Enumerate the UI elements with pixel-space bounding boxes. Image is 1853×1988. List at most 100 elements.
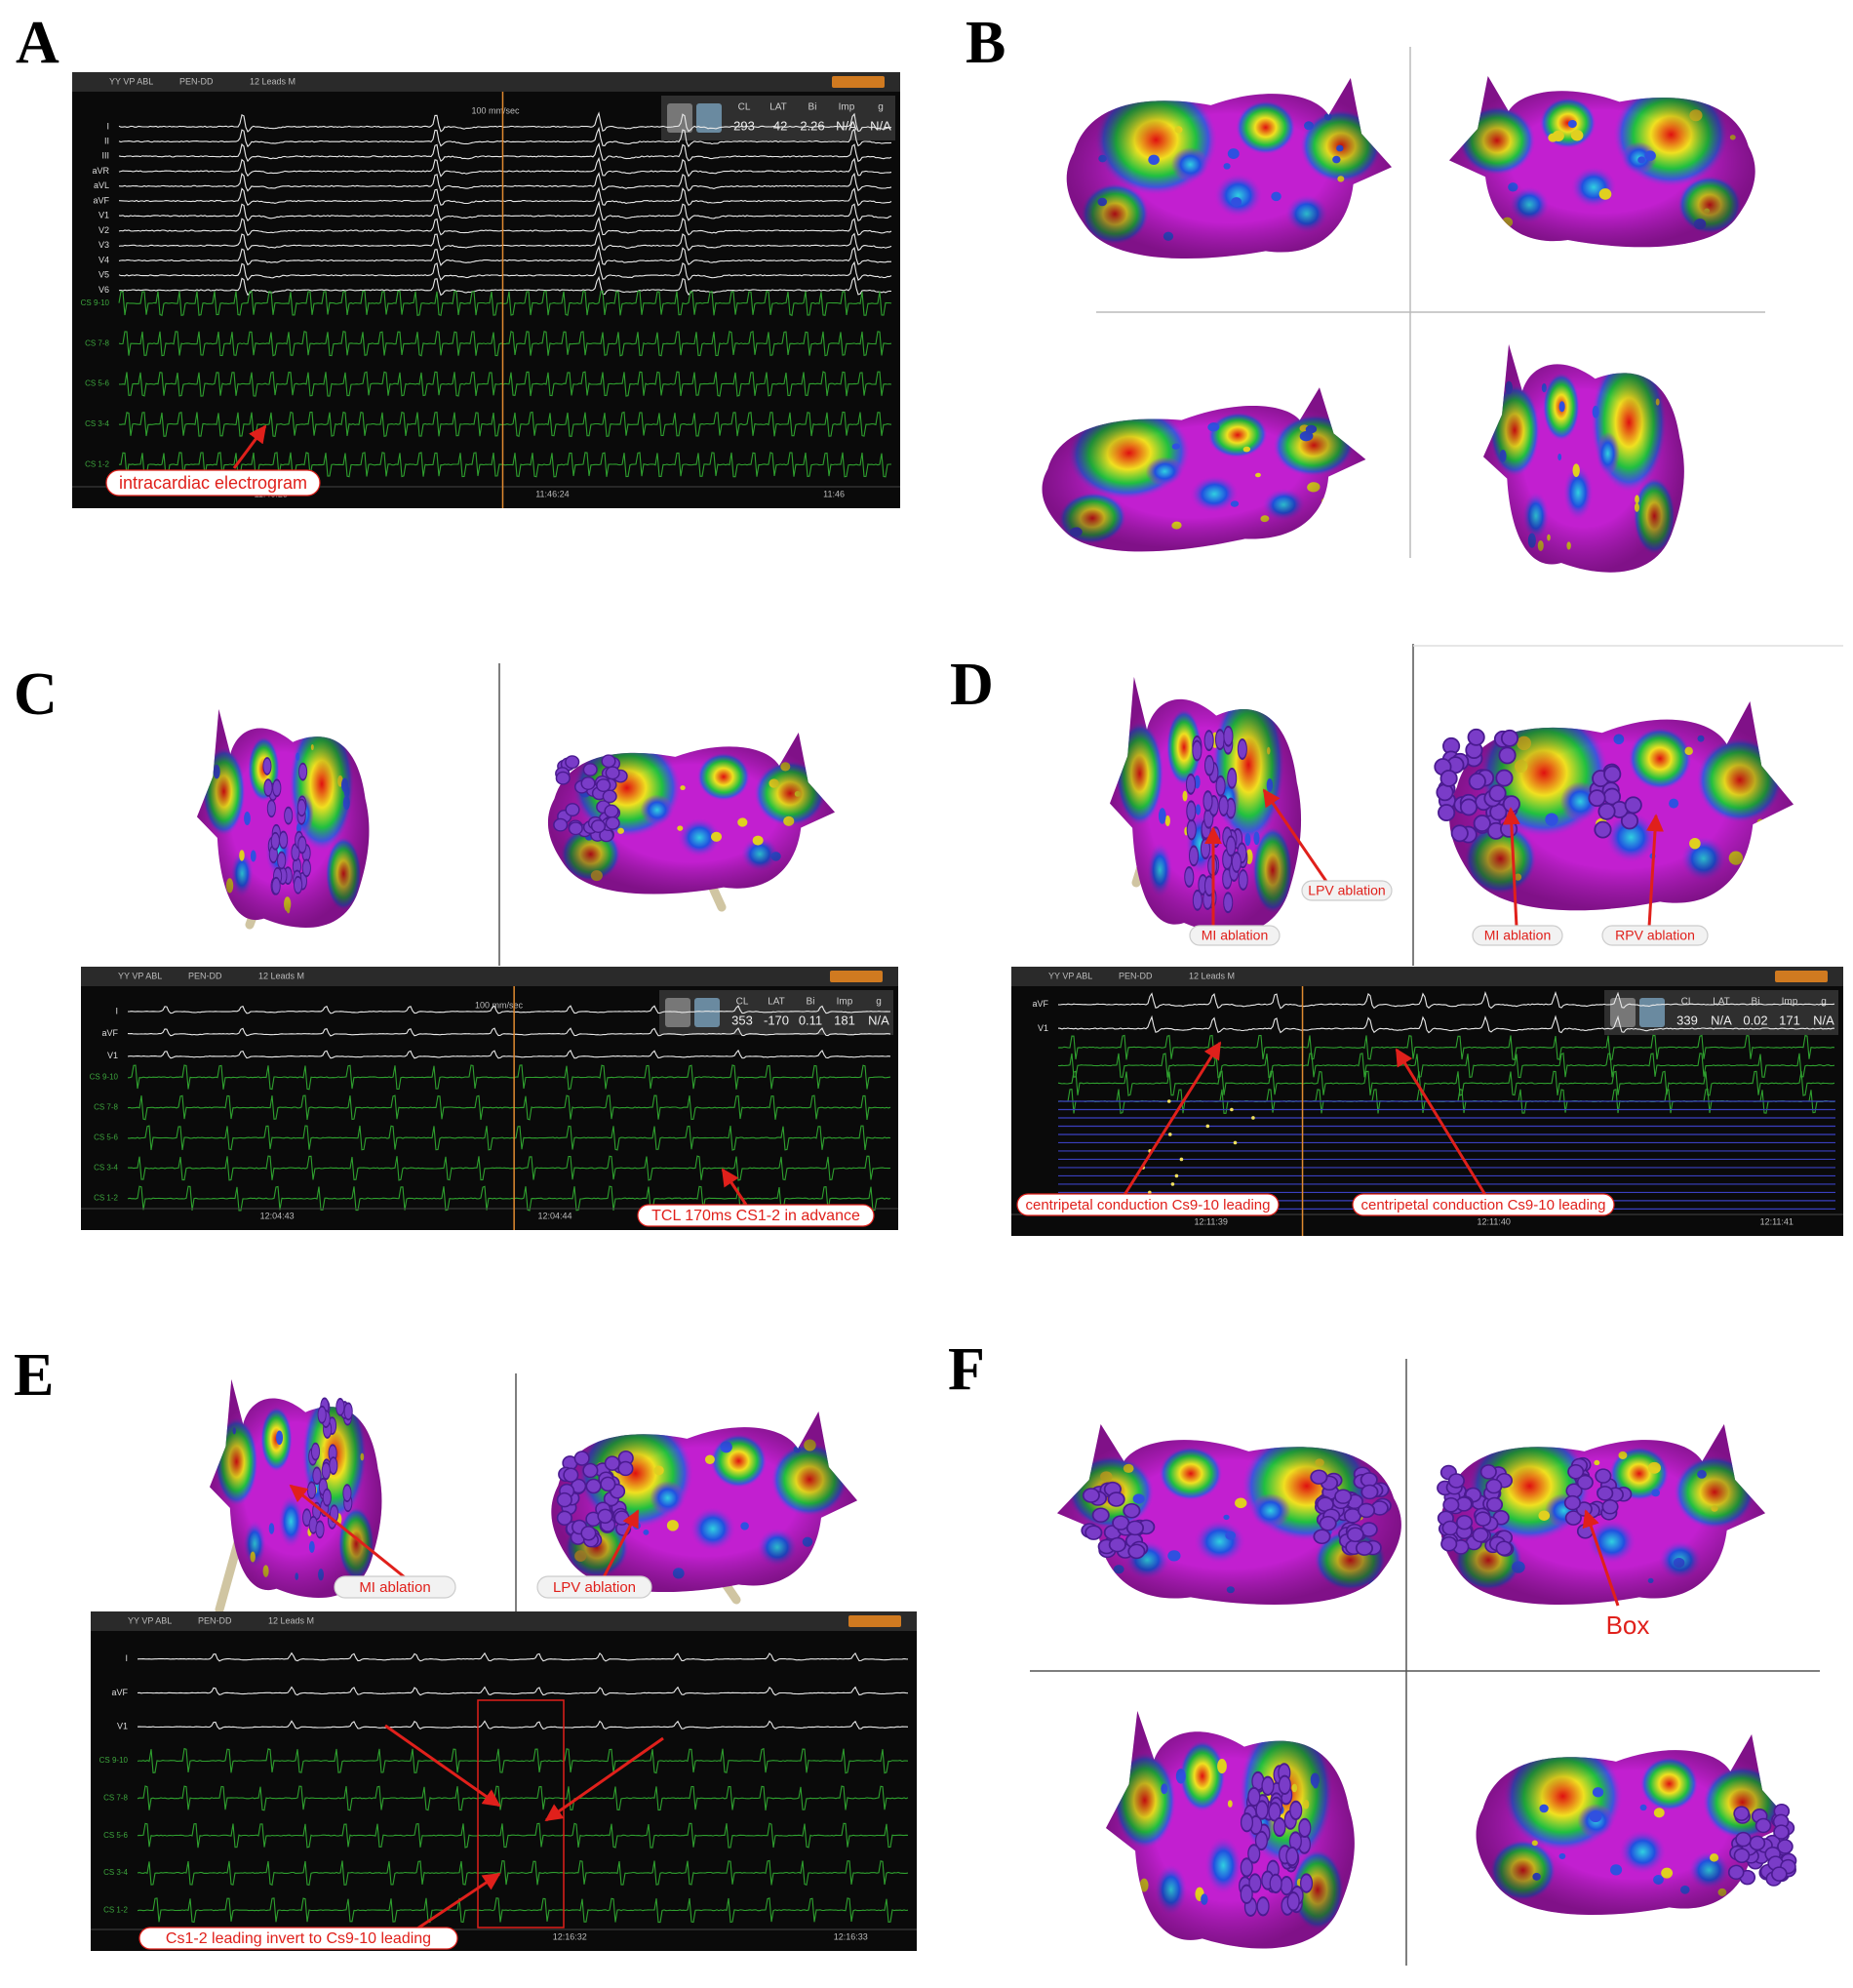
ablation-point xyxy=(1278,1774,1291,1795)
sweep-speed: 100 mm/sec xyxy=(475,1000,524,1010)
ablation-point xyxy=(1184,865,1195,888)
ablation-point xyxy=(1588,789,1606,808)
ablation-point xyxy=(617,1460,634,1477)
ablation-point xyxy=(1123,1503,1141,1519)
ablation-point xyxy=(1269,1873,1282,1894)
anatomy-map xyxy=(1106,1711,1355,1949)
time-label: 11:46 xyxy=(823,489,845,498)
ablation-point xyxy=(1601,1498,1619,1515)
ablation-point xyxy=(1248,1873,1262,1893)
map-shade xyxy=(1057,1424,1401,1606)
toolbar xyxy=(1011,967,1843,986)
ablation-point xyxy=(1438,804,1456,822)
activation-marker xyxy=(1167,1133,1172,1136)
ablation-point xyxy=(1576,1474,1594,1491)
signal-trace xyxy=(127,1094,891,1121)
ablation-point xyxy=(1223,892,1234,914)
annotation-bubble xyxy=(334,1575,456,1599)
ablation-point xyxy=(1082,1488,1100,1503)
ablation-point xyxy=(1360,1484,1379,1500)
readout-header: CL xyxy=(738,102,751,113)
panel-label: A xyxy=(16,10,59,76)
ablation-point xyxy=(601,754,616,769)
toolbar-button[interactable] xyxy=(832,76,885,88)
anatomy-map xyxy=(547,733,835,895)
ablation-point xyxy=(605,766,620,780)
cs-lead-label: CS 3-4 xyxy=(85,419,109,428)
readout-header: Bi xyxy=(1752,997,1760,1008)
ablation-point xyxy=(1440,1536,1458,1552)
lead-label: I xyxy=(125,1653,128,1663)
toolbar-button[interactable] xyxy=(848,1615,901,1627)
toolbar-button[interactable] xyxy=(1775,971,1828,982)
ablation-point xyxy=(563,1467,579,1483)
lead-label: aVR xyxy=(92,166,109,176)
ablation-point xyxy=(297,835,307,855)
annotation: intracardiac electrogram xyxy=(119,473,307,493)
readout-header: Imp xyxy=(839,102,855,113)
toolbar-label: YY VP ABL xyxy=(118,971,162,980)
ablation-point xyxy=(1108,1536,1126,1553)
lead-label: aVF xyxy=(93,195,109,205)
speck xyxy=(1456,1580,1469,1592)
cs-lead-label: CS 1-2 xyxy=(85,459,109,468)
ablation-point xyxy=(312,1466,322,1486)
ablation-point xyxy=(1231,851,1242,873)
ablation-point xyxy=(1773,1824,1790,1840)
ablation-point xyxy=(1777,1839,1794,1854)
ablation-point xyxy=(1624,796,1642,815)
readout-header: CL xyxy=(1681,997,1694,1008)
signal-trace xyxy=(118,141,892,163)
ablation-point xyxy=(573,1451,590,1466)
ablation-point xyxy=(1254,1830,1268,1851)
annotation: Box xyxy=(1606,1610,1650,1640)
ablation-point xyxy=(1218,795,1229,817)
ablation-point xyxy=(1357,1502,1376,1519)
ablation-point xyxy=(1597,1486,1614,1501)
lead-label: III xyxy=(101,151,109,161)
readout-header: g xyxy=(878,102,884,113)
lead-label: V1 xyxy=(1038,1023,1048,1033)
ablation-point xyxy=(1107,1491,1125,1507)
toolbar-label: 12 Leads M xyxy=(258,971,304,980)
readout-icon xyxy=(665,998,690,1027)
ablation-point xyxy=(1594,820,1612,839)
readout-value: 171 xyxy=(1779,1013,1800,1027)
toolbar-label: 12 Leads M xyxy=(250,76,296,86)
annotation: Cs1-2 leading invert to Cs9-10 leading xyxy=(166,1930,431,1947)
activation-marker xyxy=(1251,1116,1255,1120)
ablation-point xyxy=(1346,1527,1364,1542)
ablation-point xyxy=(1237,738,1247,760)
anatomy-map xyxy=(196,709,370,928)
annotation: centripetal conduction Cs9-10 leading xyxy=(1026,1197,1271,1213)
map-shade xyxy=(547,733,835,895)
ablation-point xyxy=(277,851,287,870)
arrow xyxy=(1262,788,1329,884)
ablation-point xyxy=(605,815,620,830)
toolbar-label: 12 Leads M xyxy=(1189,971,1235,980)
activation-marker xyxy=(1230,1107,1234,1112)
readout-icon xyxy=(696,103,722,133)
ablation-point xyxy=(580,1526,597,1541)
cs-lead-label: CS 3-4 xyxy=(103,1868,128,1877)
toolbar-button[interactable] xyxy=(830,971,883,982)
ablation-point xyxy=(1749,1835,1766,1851)
signal-trace xyxy=(127,1064,891,1091)
map-shade xyxy=(551,1411,857,1593)
ablation-point xyxy=(271,876,281,895)
signal-trace xyxy=(119,452,891,478)
toolbar-label: 12 Leads M xyxy=(268,1615,314,1625)
speck xyxy=(1092,1568,1100,1574)
ablation-point xyxy=(315,1520,325,1539)
toolbar-label: PEN-DD xyxy=(1119,971,1153,980)
activation-marker xyxy=(1170,1182,1175,1186)
readout-value: N/A xyxy=(1711,1013,1732,1027)
ablation-point xyxy=(1319,1516,1337,1531)
ablation-point xyxy=(1215,775,1226,797)
map-shade xyxy=(1483,344,1684,573)
readout-header: LAT xyxy=(768,997,785,1008)
annotation-bubble xyxy=(637,1204,875,1227)
ablation-point xyxy=(602,789,617,804)
annotation-bubble xyxy=(536,1575,652,1599)
signal-trace xyxy=(118,156,892,178)
